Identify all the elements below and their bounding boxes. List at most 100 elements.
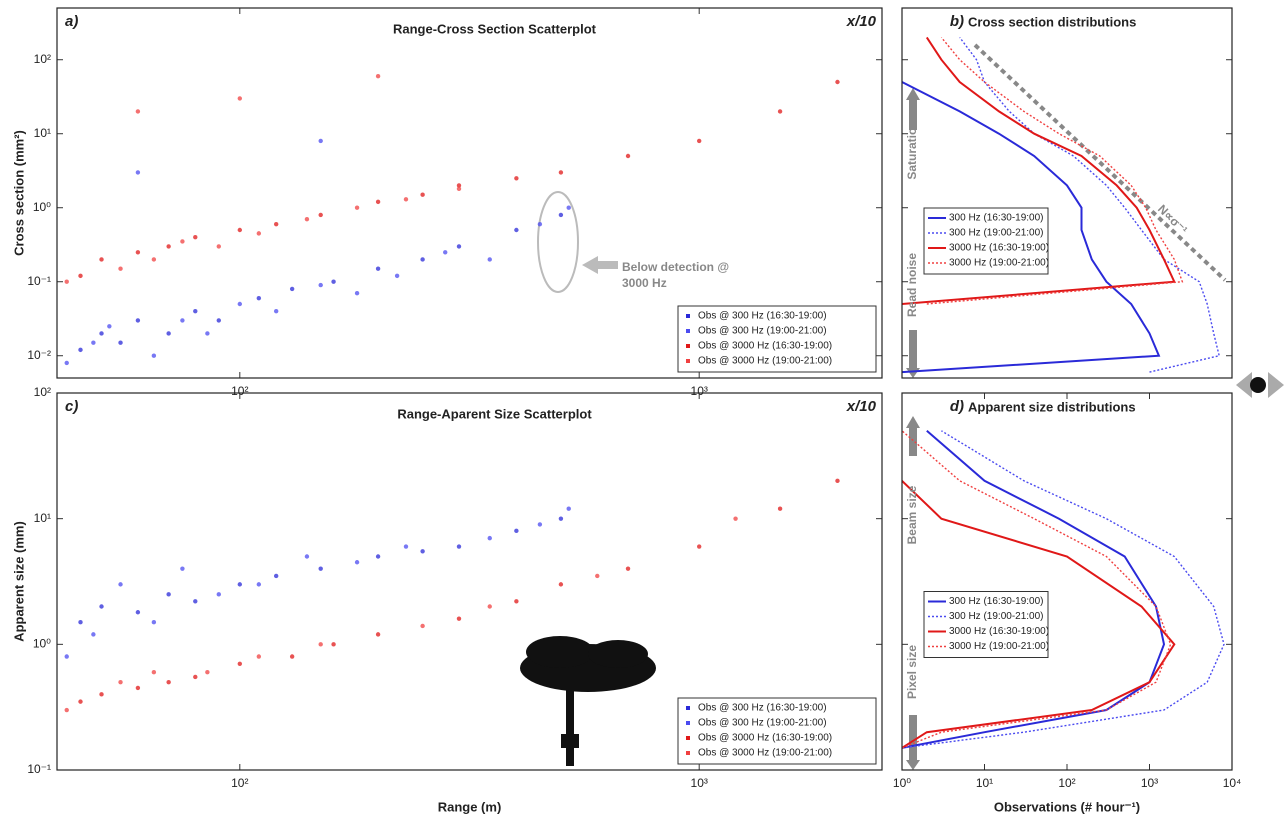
scatter-point xyxy=(237,96,243,101)
annotation: Pixel size xyxy=(905,645,919,699)
chart-title: Cross section distributions xyxy=(968,14,1136,29)
scatter-point xyxy=(166,679,171,685)
scatter-point xyxy=(91,340,96,345)
legend-label: 3000 Hz (16:30-19:00) xyxy=(949,243,1049,254)
y-tick-label: 10² xyxy=(34,52,51,66)
x-tick-label: 10³ xyxy=(691,384,708,398)
series-line xyxy=(902,480,1176,749)
tree-icon xyxy=(520,636,656,766)
panel-label: a) xyxy=(65,13,78,30)
x-axis-label: Range (m) xyxy=(438,799,502,814)
scatter-point xyxy=(151,353,157,358)
scatter-point xyxy=(78,273,83,279)
scatter-point xyxy=(135,610,141,615)
y-axis-label: Cross section (mm²) xyxy=(11,130,26,256)
legend-label: Obs @ 3000 Hz (19:00-21:00) xyxy=(698,356,832,367)
y-tick-label: 10⁻¹ xyxy=(27,762,51,776)
legend-swatch xyxy=(686,751,690,755)
scatter-point xyxy=(487,535,492,541)
scatter-point xyxy=(107,324,112,329)
chart-title: Range-Cross Section Scatterplot xyxy=(393,21,597,36)
scatter-point xyxy=(118,266,123,271)
scatter-point xyxy=(151,257,157,262)
scatter-point xyxy=(487,257,492,262)
legend-label: Obs @ 300 Hz (16:30-19:00) xyxy=(698,703,827,714)
panel-label: d) xyxy=(950,398,964,415)
scatter-point xyxy=(135,318,141,323)
scatter-point xyxy=(375,554,381,559)
legend-label: 300 Hz (19:00-21:00) xyxy=(949,611,1044,622)
scatter-point xyxy=(135,250,141,255)
scatter-point xyxy=(237,301,243,307)
scatter-point xyxy=(318,212,323,218)
annotation: Read noise xyxy=(905,253,919,317)
y-tick-label: 10⁻¹ xyxy=(27,274,51,288)
scatter-point xyxy=(180,318,185,323)
scatter-point xyxy=(256,654,262,659)
scatter-point xyxy=(835,79,840,85)
panel-label: c) xyxy=(65,398,78,415)
scatter-point xyxy=(193,234,198,240)
scatter-point xyxy=(696,544,702,549)
scatter-point xyxy=(456,183,462,188)
x-tick-label: 10² xyxy=(231,384,248,398)
series-line xyxy=(902,430,1225,749)
plot-area xyxy=(902,36,1221,374)
scatter-point xyxy=(595,573,600,579)
scatter-point xyxy=(354,205,360,210)
legend-swatch xyxy=(686,721,690,725)
scatter-point xyxy=(354,290,360,296)
plot-area xyxy=(64,478,840,713)
legend-label: Obs @ 300 Hz (19:00-21:00) xyxy=(698,326,827,337)
scatter-point xyxy=(566,506,571,511)
y-tick-label: 10⁰ xyxy=(33,637,51,651)
annotation: Saturation xyxy=(905,120,919,179)
plot-area xyxy=(64,73,840,366)
scatter-point xyxy=(135,109,141,114)
scatter-point xyxy=(193,308,198,314)
y-tick-label: 10¹ xyxy=(34,126,51,140)
scatter-point xyxy=(64,707,69,713)
scatter-point xyxy=(216,592,221,597)
sun-icon xyxy=(1250,377,1266,393)
scatter-point xyxy=(99,692,104,697)
scatter-point xyxy=(537,221,543,227)
x-tick-label: 10⁴ xyxy=(1223,776,1242,790)
legend-box xyxy=(677,697,877,765)
scatter-point xyxy=(375,266,381,271)
scatter-point xyxy=(558,170,564,175)
plot-frame xyxy=(56,7,883,379)
scatter-point xyxy=(273,221,279,227)
series-line xyxy=(902,430,1172,749)
legend-label: Obs @ 3000 Hz (16:30-19:00) xyxy=(698,341,832,352)
scatter-point xyxy=(456,544,462,549)
legend-swatch xyxy=(686,736,690,740)
legend-label: 3000 Hz (16:30-19:00) xyxy=(949,626,1049,637)
scale-note: x/10 xyxy=(846,13,877,30)
scatter-point xyxy=(237,661,243,666)
legend-swatch xyxy=(686,329,690,333)
scatter-point xyxy=(166,592,171,597)
scatter-point xyxy=(777,506,783,511)
legend-swatch xyxy=(686,359,690,363)
scatter-point xyxy=(64,360,69,366)
scatter-point xyxy=(318,138,323,144)
y-tick-label: 10² xyxy=(34,385,51,399)
scatter-point xyxy=(558,582,564,587)
detection-ellipse xyxy=(537,191,579,293)
scatter-point xyxy=(456,616,462,621)
scatter-point xyxy=(256,231,262,236)
scatter-point xyxy=(166,244,171,249)
scatter-point xyxy=(237,582,243,587)
scatter-point xyxy=(151,620,157,625)
legend-label: 3000 Hz (19:00-21:00) xyxy=(949,641,1049,652)
legend-label: Obs @ 3000 Hz (16:30-19:00) xyxy=(698,733,832,744)
x-tick-label: 10³ xyxy=(691,776,708,790)
scatter-point xyxy=(193,674,198,680)
annotation: 3000 Hz xyxy=(622,276,667,290)
plot-frame xyxy=(901,392,1233,771)
scatter-point xyxy=(99,604,104,609)
scatter-point xyxy=(273,308,279,314)
scatter-point xyxy=(64,279,69,284)
scatter-point xyxy=(166,331,171,336)
